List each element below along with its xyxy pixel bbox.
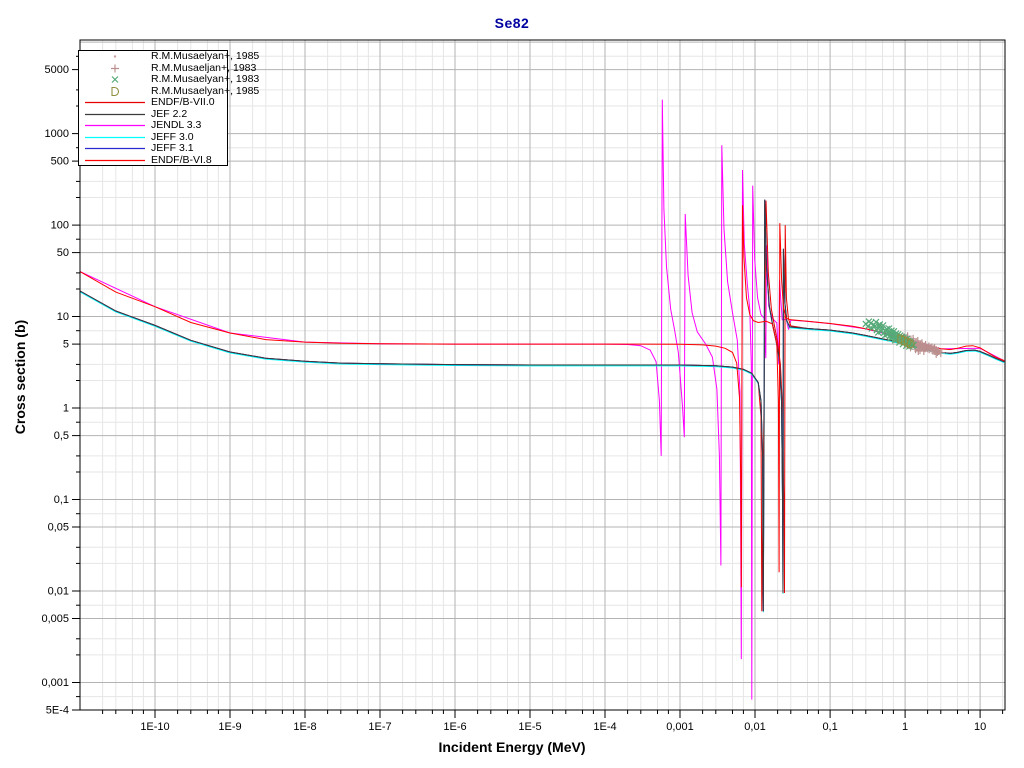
- x-tick-label: 0,01: [744, 721, 765, 733]
- open-d-marker: [906, 339, 915, 349]
- y-tick-label: 0,05: [48, 522, 69, 534]
- x-tick-label: 1E-10: [140, 721, 169, 733]
- legend-item-r-m-musaelyan-1985-3: R.M.Musaelyan+, 1985: [79, 85, 259, 98]
- axis-ticks: [72, 55, 1004, 718]
- x-tick-label: 10: [974, 721, 986, 733]
- y-tick-label: 0,01: [48, 586, 69, 598]
- legend: R.M.Musaelyan+, 1985 R.M.Musaeljan+, 1983…: [78, 50, 259, 167]
- legend-dot-swatch: [113, 55, 117, 58]
- x-tick-label: 1E-5: [518, 721, 541, 733]
- y-tick-label: 50: [57, 247, 69, 259]
- y-tick-label: 1000: [45, 128, 69, 140]
- legend-item-label: R.M.Musaeljan+, 1983: [151, 61, 257, 74]
- legend-item-label: R.M.Musaelyan+, 1985: [151, 84, 260, 97]
- y-tick-label: 500: [51, 156, 69, 168]
- plus-marker: [933, 348, 942, 356]
- y-tick-label: 0,5: [54, 430, 69, 442]
- scatter-markers: [862, 318, 945, 358]
- y-tick-label: 0,001: [41, 677, 69, 689]
- legend-item-jeff-3-1-8: JEFF 3.1: [79, 143, 227, 155]
- x-tick-label: 1E-9: [218, 721, 241, 733]
- legend-item-label: JENDL 3.3: [151, 119, 202, 132]
- legend-item-endf-b-vi-8-9: ENDF/B-VI.8: [79, 153, 227, 167]
- legend-line-swatch: [85, 159, 145, 161]
- gridlines-major: [80, 40, 1005, 710]
- x-tick-label: 1: [902, 721, 908, 733]
- x-axis-title: Incident Energy (MeV): [438, 739, 586, 755]
- legend-item-jef-2-2-5: JEF 2.2: [79, 107, 227, 121]
- series-r-m-musaelyan-1985-open-d-markers: [897, 334, 915, 349]
- legend-line-swatch: [85, 102, 145, 104]
- x-marker: [888, 327, 895, 335]
- plot-title: Se82: [494, 15, 530, 31]
- legend-item-label: ENDF/B-VII.0: [151, 96, 215, 109]
- legend-line-swatch: [85, 136, 145, 138]
- legend-line-swatch: [85, 125, 145, 127]
- legend-item-jeff-3-0-7: JEFF 3.0: [79, 130, 227, 144]
- x-tick-label: 0,1: [822, 721, 837, 733]
- y-tick-label: 5E-4: [46, 705, 69, 717]
- axis-tick-labels: 1E-10 1E-9 1E-8 1E-7 1E-6 1E-5 1E-4 0,001 0,01 0,…: [41, 64, 986, 733]
- plus-marker: [936, 348, 945, 357]
- y-tick-label: 5000: [45, 64, 69, 76]
- legend-plus-swatch: [111, 64, 119, 73]
- y-axis-title: Cross section (b): [12, 319, 28, 435]
- plot-border: [79, 39, 1006, 711]
- legend-item-r-m-musaeljan-1983-1: R.M.Musaeljan+, 1983: [79, 62, 256, 75]
- legend-item-label: JEFF 3.1: [151, 142, 194, 155]
- legend-item-endf-b-vii-0-4: ENDF/B-VII.0: [79, 97, 227, 109]
- y-tick-label: 0,1: [54, 494, 69, 506]
- gridlines-minor: [80, 40, 1005, 710]
- y-tick-label: 100: [51, 220, 69, 232]
- legend-item-jendl-3-3-6: JENDL 3.3: [79, 120, 227, 132]
- legend-item-label: R.M.Musaelyan+, 1985: [151, 50, 260, 63]
- x-tick-label: 1E-7: [368, 721, 391, 733]
- x-tick-label: 1E-8: [293, 721, 316, 733]
- x-tick-label: 1E-6: [443, 721, 466, 733]
- legend-item-label: ENDF/B-VI.8: [151, 153, 212, 166]
- legend-item-label: JEF 2.2: [151, 107, 188, 120]
- y-tick-label: 5: [63, 339, 69, 351]
- y-tick-label: 10: [57, 311, 69, 323]
- y-tick-label: 1: [63, 403, 69, 415]
- x-marker: [872, 318, 880, 326]
- y-tick-label: 0,005: [41, 613, 69, 625]
- legend-line-swatch: [85, 148, 145, 150]
- legend-item-label: R.M.Musaelyan+, 1983: [151, 73, 260, 86]
- series-r-m-musaelyan-1983-x-markers: [862, 318, 918, 350]
- x-tick-label: 0,001: [666, 721, 694, 733]
- legend-item-r-m-musaelyan-1983-2: R.M.Musaelyan+, 1983: [79, 74, 259, 86]
- x-tick-label: 1E-4: [593, 721, 616, 733]
- legend-line-swatch: [85, 113, 145, 115]
- legend-item-label: JEFF 3.0: [151, 130, 194, 143]
- legend-x-swatch: [111, 76, 119, 84]
- legend-item-r-m-musaelyan-1985-0: R.M.Musaelyan+, 1985: [79, 51, 259, 63]
- legend-open-d-swatch: [111, 86, 120, 96]
